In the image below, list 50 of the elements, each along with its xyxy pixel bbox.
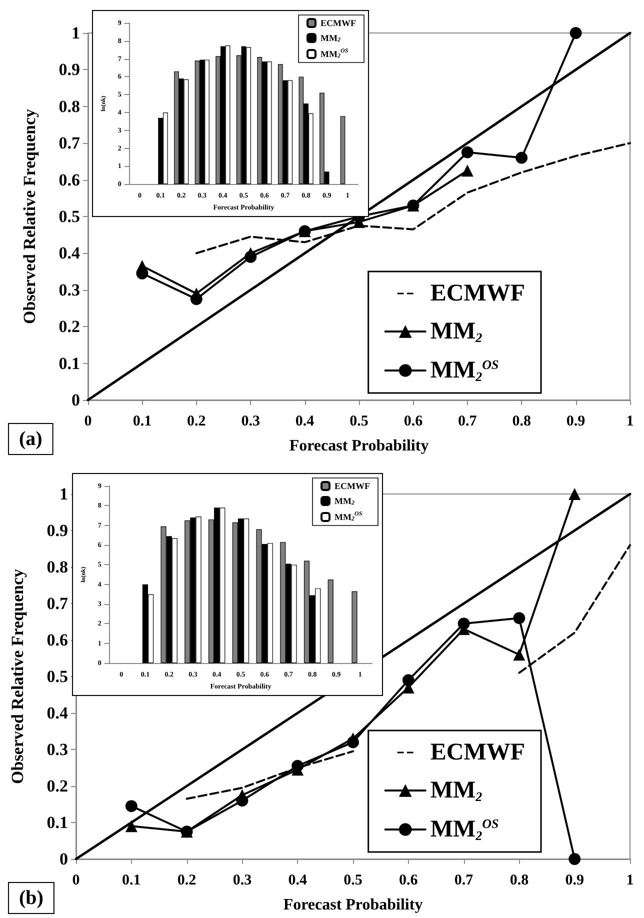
x-tick-label: 0.2: [187, 414, 206, 430]
y-tick-label: 0.7: [58, 134, 80, 153]
x-tick-label: 0.5: [344, 872, 362, 888]
x-tick-label: 0.4: [288, 872, 308, 888]
y-tick-label: 0.8: [46, 558, 68, 576]
legend-label: ECMWF: [334, 481, 370, 491]
text: (b): [19, 887, 44, 909]
y-tick-label: 0.3: [58, 280, 80, 300]
x-tick-label: 0.1: [132, 414, 152, 430]
x-tick-label: 1: [626, 872, 634, 888]
x-tick-label: 0.7: [454, 872, 474, 888]
text: (a): [19, 428, 42, 450]
y-tick-label: 0.6: [46, 630, 68, 650]
y-tick-label: 1: [60, 484, 68, 504]
x-tick-label: 0.9: [565, 872, 584, 888]
x-tick-label: 0.3: [241, 414, 260, 430]
y-tick-label: 0.1: [46, 813, 68, 832]
x-tick-label: 0: [84, 414, 92, 430]
y-tick-label: 0: [72, 390, 80, 410]
x-tick-label: 0.5: [350, 414, 368, 430]
x-axis-title: Forecast Probability: [289, 438, 429, 454]
y-tick-label: 0.9: [46, 521, 68, 540]
legend-label: ECMWF: [430, 280, 526, 306]
y-tick-label: 0.1: [58, 354, 80, 373]
y-tick-label: 0.9: [58, 60, 80, 80]
x-tick-label: 0.4: [295, 414, 315, 430]
y-tick-label: 0.3: [46, 740, 68, 759]
y-tick-label: 0.2: [58, 317, 80, 336]
x-axis-title: Forecast Probability: [283, 896, 423, 914]
y-tick-label: 0.4: [46, 704, 68, 722]
x-tick-label: 1: [626, 414, 634, 430]
x-tick-label: 0.6: [399, 872, 418, 888]
x-tick-label: 0.8: [510, 872, 529, 888]
y-tick-label: 1: [72, 24, 80, 42]
y-axis-title: Observed Relative Frequency: [20, 108, 39, 324]
y-tick-label: 0.2: [46, 776, 68, 796]
y-axis-title: Observed Relative Frequency: [8, 568, 27, 784]
y-tick-label: 0.8: [58, 96, 80, 116]
x-tick-label: 0.2: [177, 872, 196, 888]
x-tick-label: 0.8: [512, 414, 531, 430]
y-tick-label: 0.4: [58, 244, 80, 263]
legend-label: ECMWF: [320, 18, 356, 28]
x-tick-label: 0.7: [458, 414, 478, 430]
x-tick-label: 0.3: [232, 872, 252, 888]
legend-label: ECMWF: [430, 740, 526, 766]
x-tick-label: 0.6: [404, 414, 424, 430]
y-tick-label: 0: [60, 850, 68, 868]
y-tick-label: 0.7: [46, 594, 68, 613]
x-tick-label: 0.9: [566, 414, 586, 430]
y-tick-label: 0.5: [58, 207, 80, 226]
